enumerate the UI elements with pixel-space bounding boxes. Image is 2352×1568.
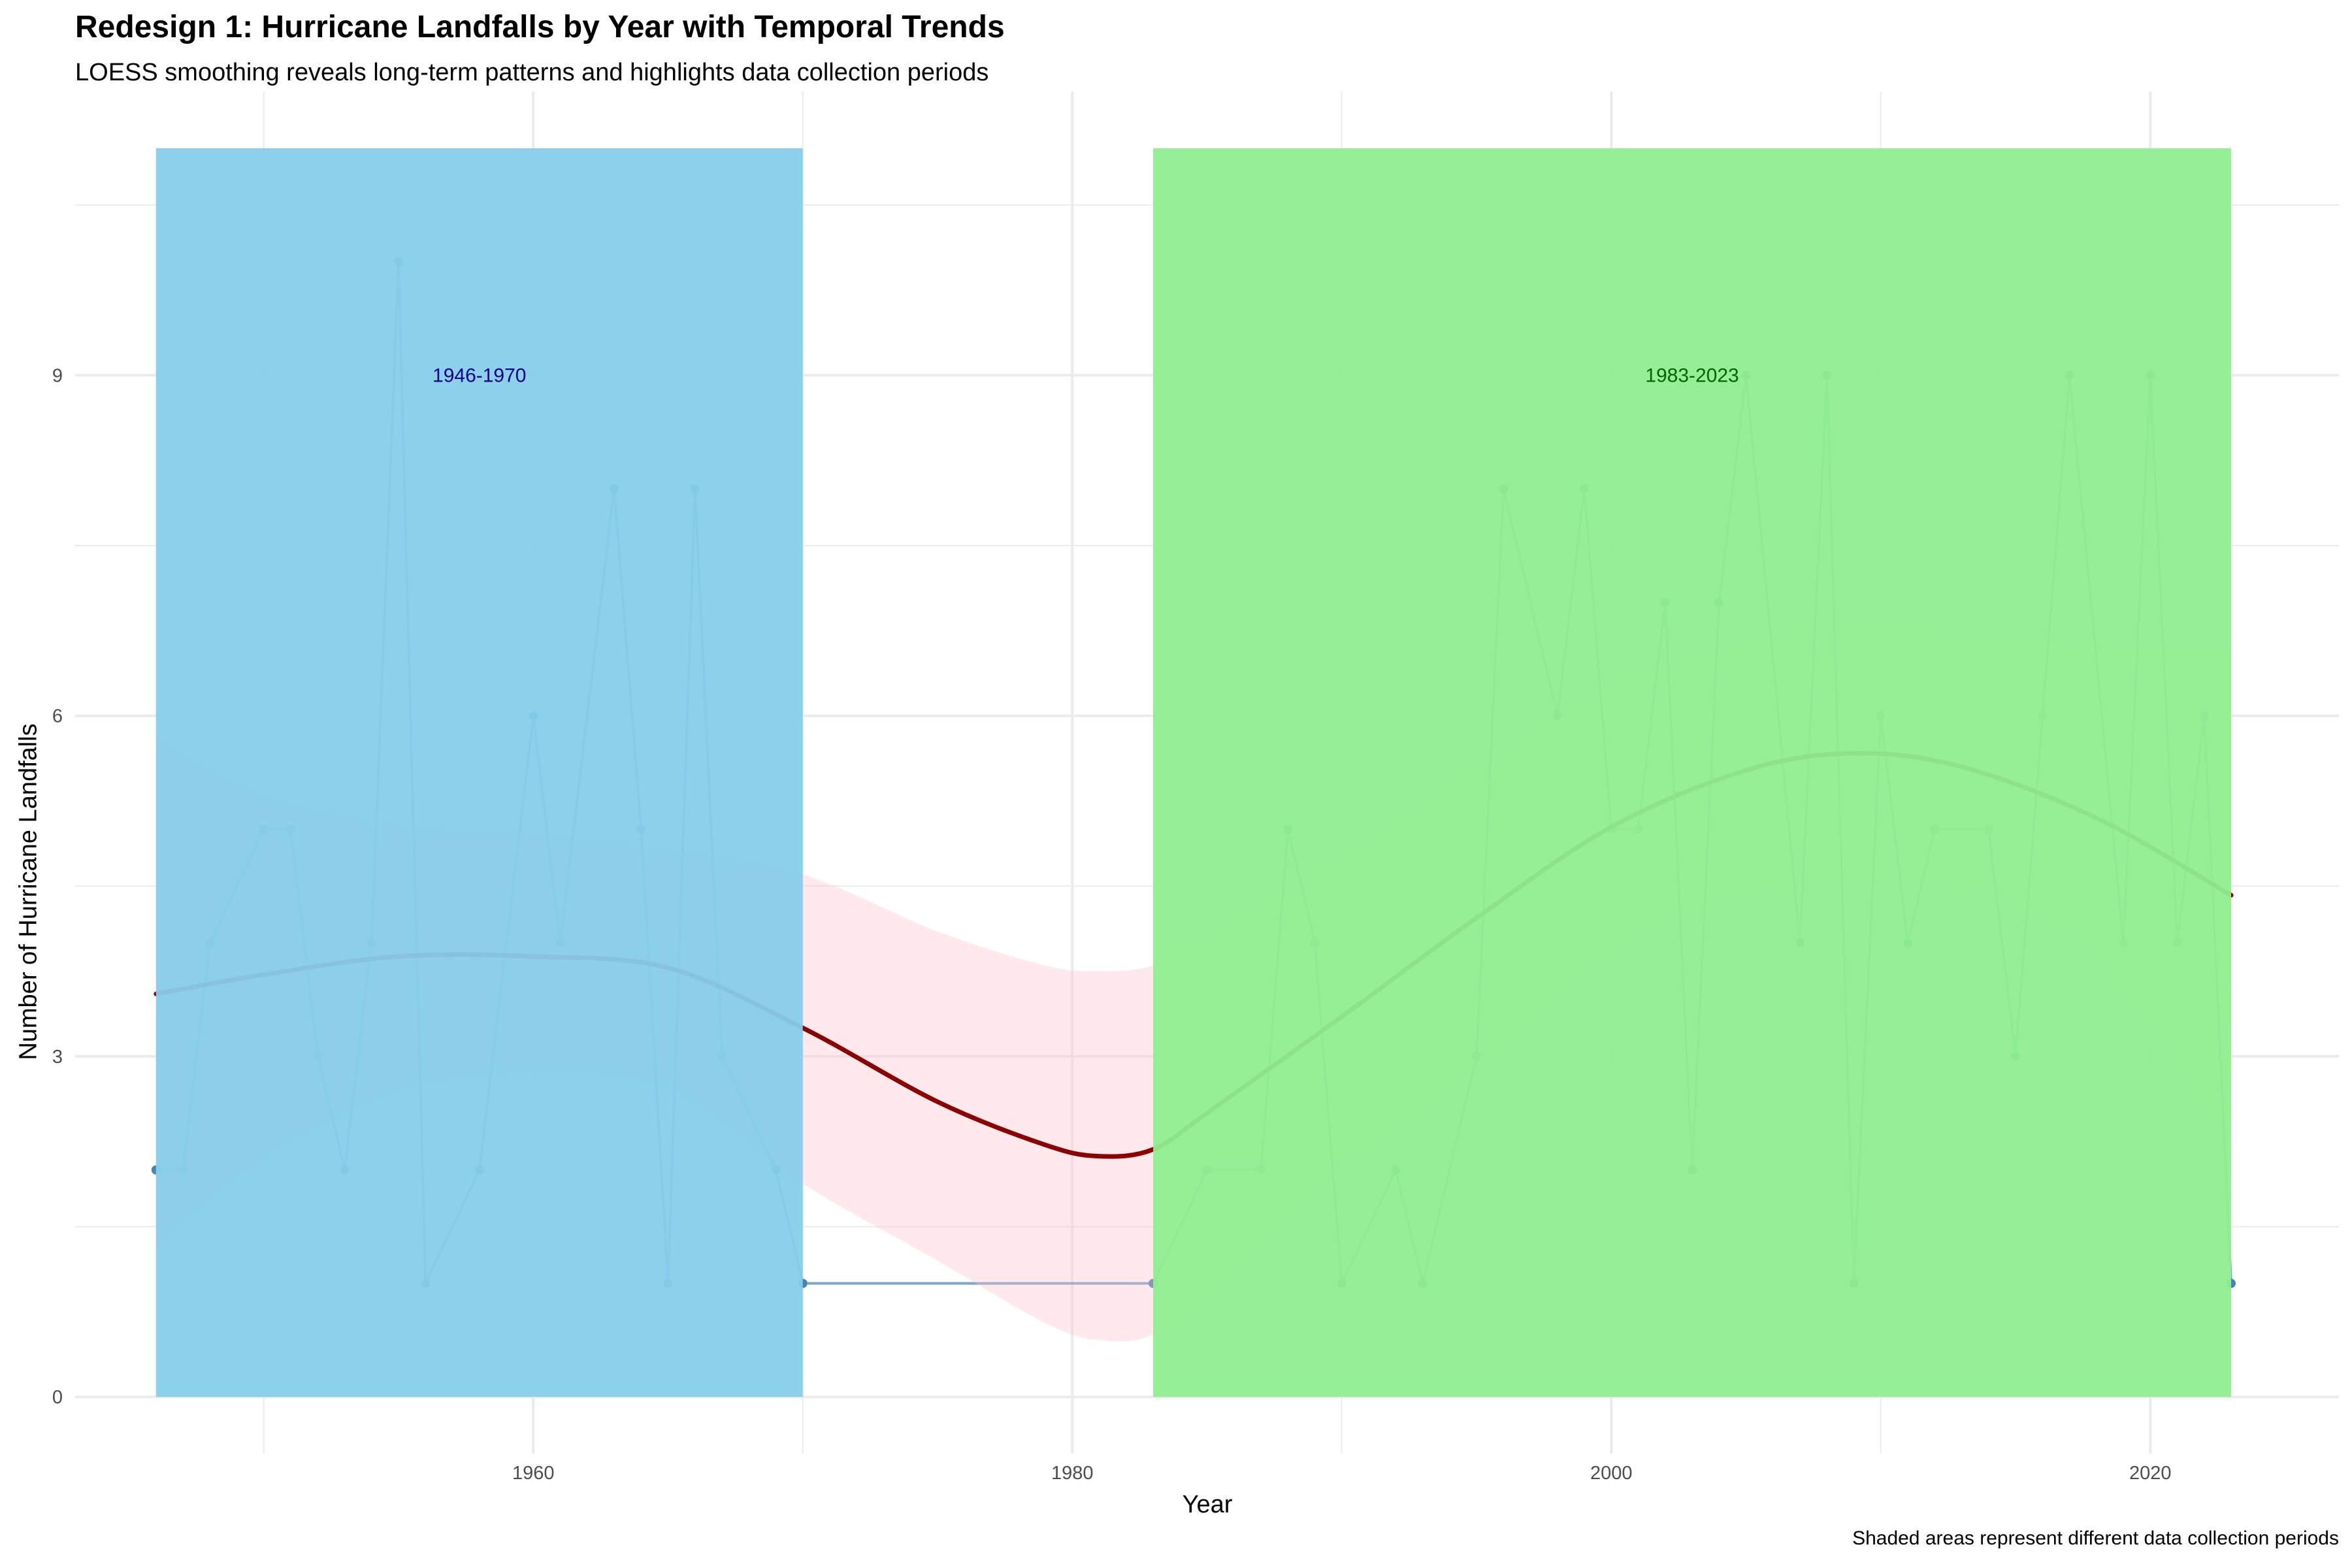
period-shade-2 — [1153, 148, 2231, 1397]
chart-title: Redesign 1: Hurricane Landfalls by Year … — [75, 10, 1005, 44]
x-tick-label: 1960 — [512, 1463, 555, 1484]
period-label-1: 1946-1970 — [433, 365, 526, 386]
period-shade-1 — [155, 148, 803, 1397]
x-tick-label: 2020 — [2129, 1463, 2172, 1484]
period-label-layer: 1946-1970 1983-2023 — [433, 365, 1739, 386]
chart-subtitle: LOESS smoothing reveals long-term patter… — [75, 59, 989, 86]
y-tick-label: 9 — [52, 365, 63, 386]
chart-caption: Shaded areas represent different data co… — [1852, 1527, 2339, 1549]
period-shading-layer — [155, 148, 2231, 1397]
y-axis-label: Number of Hurricane Landfalls — [14, 723, 42, 1060]
y-tick-label: 6 — [52, 706, 63, 727]
x-tick-label: 2000 — [1590, 1463, 1633, 1484]
x-tick-label: 1980 — [1051, 1463, 1094, 1484]
y-tick-label: 3 — [52, 1047, 63, 1068]
period-label-2: 1983-2023 — [1645, 365, 1739, 386]
axis-ticks-layer: 1960 1980 2000 2020 0 3 6 9 — [52, 365, 2172, 1484]
y-tick-label: 0 — [52, 1387, 63, 1408]
x-axis-label: Year — [1182, 1491, 1233, 1518]
